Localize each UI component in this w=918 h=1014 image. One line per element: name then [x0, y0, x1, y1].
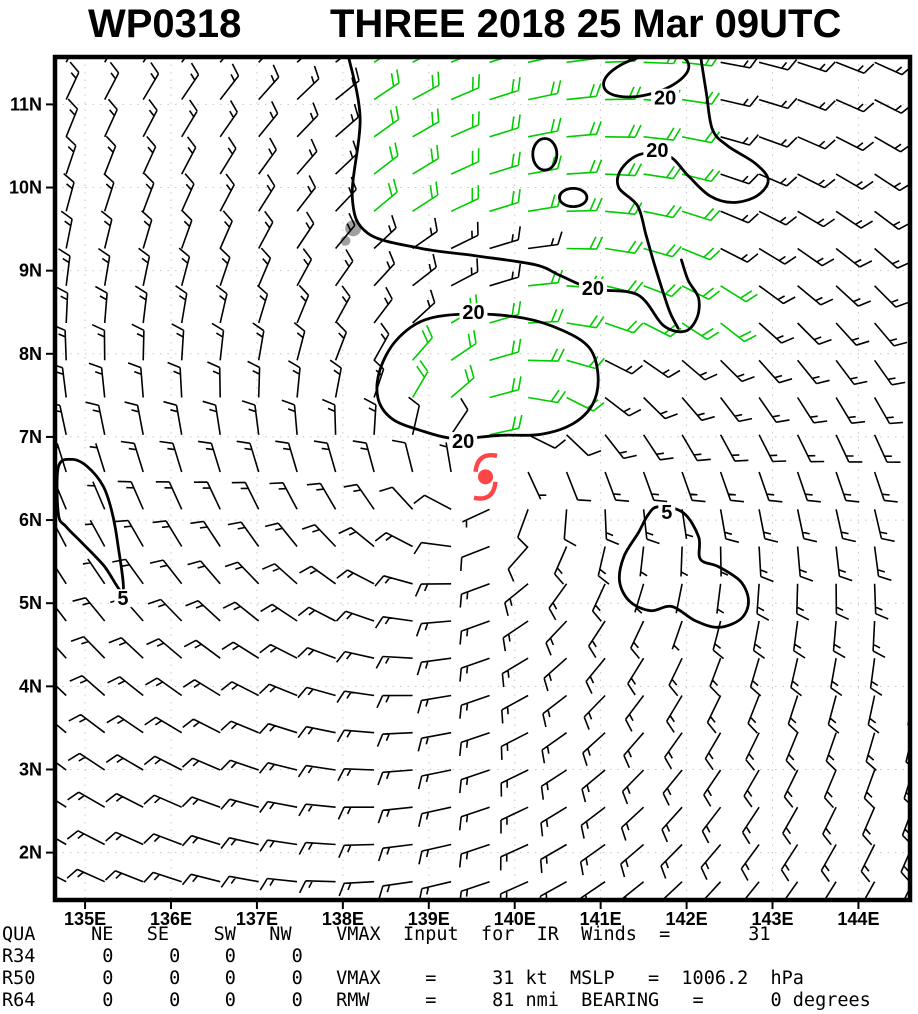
- y-tick-label: 9N: [19, 261, 42, 281]
- y-tick-label: 11N: [10, 94, 42, 114]
- isotach-20-contour: [558, 186, 589, 209]
- storm-id: WP0318: [88, 2, 242, 46]
- wind-radii-info: QUA NE SE SW NW VMAX Input for IR Winds …: [2, 924, 871, 1012]
- contour-label: 20: [646, 140, 668, 162]
- axis-ticks: [46, 103, 860, 909]
- y-tick-label: 7N: [19, 427, 42, 447]
- info-line-r64: R64 0 0 0 0 RMW = 81 nmi BEARING = 0 deg…: [2, 990, 871, 1011]
- contour-label: 5: [661, 502, 672, 524]
- contour-label: 5: [117, 588, 128, 610]
- x-tick-label: 137E: [236, 909, 278, 929]
- y-axis-labels: 2N 3N 4N 5N 6N 7N 8N 9N 10N 11N: [9, 94, 42, 862]
- isotach-20-contour: [531, 137, 559, 172]
- isotach-5-contour: [57, 457, 125, 594]
- y-tick-label: 2N: [19, 843, 42, 863]
- isotach-5-contour: [617, 505, 750, 629]
- info-line-r50: R50 0 0 0 0 VMAX = 31 kt MSLP = 1006.2 h…: [2, 968, 804, 989]
- isotach-contours: [57, 59, 770, 629]
- isotach-20-contour: [615, 59, 770, 330]
- x-tick-label: 143E: [751, 909, 793, 929]
- contour-label: 20: [654, 88, 676, 110]
- x-tick-label: 136E: [150, 909, 192, 929]
- wind-barbs-black: [57, 59, 908, 898]
- isotach-20-contour: [347, 59, 701, 334]
- x-tick-label: 135E: [64, 909, 106, 929]
- contour-label: 20: [452, 431, 474, 453]
- x-tick-label: 144E: [837, 909, 879, 929]
- map-frame: [52, 54, 913, 903]
- y-tick-label: 4N: [19, 676, 42, 696]
- plot-area: 20 20 20 20 20 5 5: [57, 59, 908, 898]
- y-tick-label: 3N: [19, 759, 42, 779]
- x-tick-label: 142E: [666, 909, 708, 929]
- contour-label: 20: [462, 302, 484, 324]
- y-tick-label: 6N: [19, 510, 42, 530]
- contour-labels: 20 20 20 20 20 5 5: [114, 88, 680, 610]
- info-line-r34: R34 0 0 0 0: [2, 946, 303, 967]
- y-tick-label: 10N: [9, 178, 42, 198]
- storm-header: THREE 2018 25 Mar 09UTC: [330, 2, 842, 46]
- info-line-qua: QUA NE SE SW NW VMAX Input for IR Winds …: [2, 924, 771, 945]
- isotach-20-contour: [602, 59, 691, 99]
- x-axis-labels: 135E 136E 137E 138E 139E 140E 141E 142E 143E 144E: [64, 909, 879, 929]
- tropical-cyclone-icon: [473, 453, 498, 501]
- x-tick-label: 141E: [580, 909, 622, 929]
- x-tick-label: 140E: [494, 909, 536, 929]
- contour-label: 20: [582, 278, 604, 300]
- gridlines: [57, 59, 908, 898]
- chart-title: WP0318 THREE 2018 25 Mar 09UTC: [0, 0, 918, 52]
- y-tick-label: 5N: [19, 593, 42, 613]
- isotach-20-contour: [375, 312, 600, 441]
- y-tick-label: 8N: [19, 344, 42, 364]
- x-tick-label: 139E: [408, 909, 450, 929]
- x-tick-label: 138E: [322, 909, 364, 929]
